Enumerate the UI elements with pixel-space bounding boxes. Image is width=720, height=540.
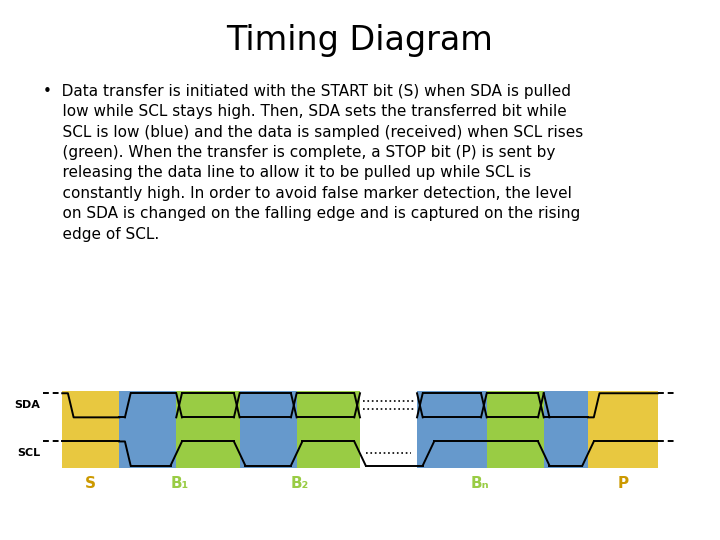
Bar bbox=[544, 390, 588, 468]
Bar bbox=[176, 390, 240, 468]
Bar bbox=[297, 390, 360, 468]
Text: Timing Diagram: Timing Diagram bbox=[227, 24, 493, 57]
Text: SDA: SDA bbox=[14, 400, 40, 410]
Bar bbox=[240, 390, 297, 468]
Text: P: P bbox=[617, 476, 629, 491]
Text: Bₙ: Bₙ bbox=[471, 476, 490, 491]
Bar bbox=[62, 390, 120, 468]
Text: •  Data transfer is initiated with the START bit (S) when SDA is pulled
    low : • Data transfer is initiated with the ST… bbox=[43, 84, 583, 241]
Text: SCL: SCL bbox=[17, 449, 40, 458]
Bar bbox=[120, 390, 176, 468]
Bar bbox=[588, 390, 658, 468]
Bar bbox=[417, 390, 487, 468]
Text: B₁: B₁ bbox=[171, 476, 189, 491]
Text: B₂: B₂ bbox=[291, 476, 309, 491]
Text: S: S bbox=[85, 476, 96, 491]
Bar bbox=[487, 390, 544, 468]
